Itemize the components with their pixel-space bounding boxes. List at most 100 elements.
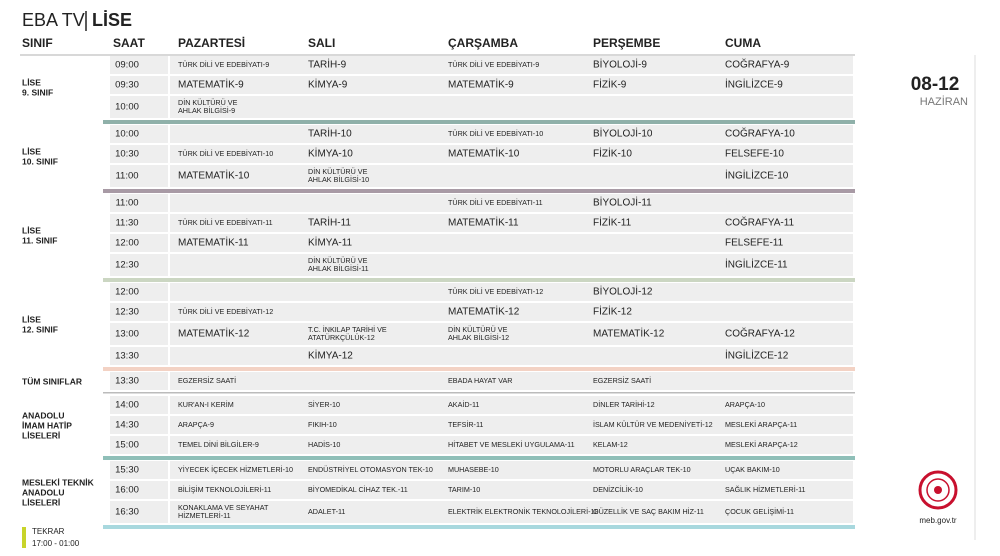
time-cell [110,372,168,390]
row-cell [170,125,853,143]
row-cell [170,76,853,94]
cell-text: TARİH-10 [308,127,352,140]
cell-text: FIKIH-10 [308,420,337,429]
cell-text: İNGİLİZCE-10 [725,169,789,182]
cell-text: ARAPÇA-9 [178,420,214,429]
cell-text: ÇOCUK GELİŞİMİ-11 [725,507,794,516]
time-cell [110,436,168,454]
group-label: MESLEKİ TEKNİK [22,477,95,487]
cell-text: COĞRAFYA-12 [725,327,795,340]
time-cell [110,283,168,301]
time-cell [110,501,168,523]
cell-text: FELSEFE-11 [725,238,784,249]
group-label: TÜM SINIFLAR [22,376,82,386]
cell-text: EGZERSİZ SAATİ [593,376,651,385]
time-cell [110,347,168,365]
group-label: LİSE [22,314,41,324]
cell-text: BİYOLOJİ-9 [593,58,647,71]
time: 11:00 [115,198,138,209]
time-cell [110,323,168,345]
row-cell [170,416,853,434]
row-cell [170,436,853,454]
cell-text: MATEMATİK-9 [178,78,244,91]
cell-text: TÜRK DİLİ VE EDEBİYATI-12 [448,287,543,296]
time: 13:00 [115,329,139,340]
subtitle: LİSE [92,10,132,30]
time: 10:30 [115,149,139,160]
time-cell [110,416,168,434]
cell-text: MATEMATİK-11 [178,236,249,249]
row-cell [170,234,853,252]
group-label: 11. SINIF [22,235,57,245]
time-cell [110,481,168,499]
cell-text: KELAM-12 [593,440,628,449]
time: 09:30 [115,80,139,91]
row-cell [170,145,853,163]
cell-text: İNGİLİZCE-11 [725,258,788,271]
column-header: SAAT [113,36,145,50]
cell-text: AHLAK BİLGİSİ-12 [448,333,509,342]
cell-text: ATATÜRKÇÜLÜK-12 [308,333,375,342]
cell-text: İNGİLİZCE-9 [725,78,783,91]
repeat-time: 17:00 - 01:00 [32,539,80,548]
group-separator [103,367,855,371]
cell-text: ENDÜSTRİYEL OTOMASYON TEK-10 [308,465,433,474]
cell-text: BİYOLOJİ-11 [593,196,652,209]
time: 13:30 [115,351,139,362]
cell-text: ELEKTRİK ELEKTRONİK TEKNOLOJİLERİ-10 [448,507,598,516]
title: EBA TV [22,10,85,30]
time: 13:30 [115,376,139,387]
time: 12:00 [115,238,139,249]
cell-text: EBADA HAYAT VAR [448,376,512,385]
time-cell [110,303,168,321]
row-cell [170,56,853,74]
row-cell [170,461,853,479]
cell-text: TARİH-11 [308,216,351,229]
group-separator [103,278,855,282]
cell-text: DİN KÜLTÜRÜ VE [308,167,368,176]
row-cell [170,481,853,499]
cell-text: TARİH-9 [308,58,347,71]
time: 12:30 [115,307,139,318]
cell-text: MATEMATİK-12 [178,327,250,340]
cell-text: MESLEKİ ARAPÇA-11 [725,420,797,429]
time: 14:30 [115,420,139,431]
time: 10:00 [115,129,139,140]
cell-text: TÜRK DİLİ VE EDEBİYATI-11 [178,218,273,227]
cell-text: MOTORLU ARAÇLAR TEK-10 [593,465,691,474]
cell-text: MATEMATİK-10 [178,169,250,182]
cell-text: DENİZCİLİK-10 [593,485,643,494]
time-cell [110,214,168,232]
group-label: İMAM HATİP [22,420,72,430]
time: 10:00 [115,102,139,113]
column-header: ÇARŞAMBA [448,36,518,50]
cell-text: AKAİD-11 [448,400,479,409]
cell-text: ARAPÇA-10 [725,400,765,409]
cell-text: COĞRAFYA-9 [725,58,790,71]
group-label: ANADOLU [22,487,65,497]
group-label: LİSELERİ [22,497,60,507]
row-cell [170,323,853,345]
cell-text: FELSEFE-10 [725,149,784,160]
row-cell [170,96,853,118]
group-label: LİSELERİ [22,430,60,440]
time: 09:00 [115,60,139,71]
cell-text: TÜRK DİLİ VE EDEBİYATI-9 [178,60,269,69]
column-header: PERŞEMBE [593,36,660,50]
repeat-marker [22,527,26,548]
row-cell [170,214,853,232]
time: 11:00 [115,171,138,182]
cell-text: KİMYA-11 [308,236,353,249]
column-header: SALI [308,36,335,50]
time-cell [110,96,168,118]
date-range: 08-12 [911,74,960,95]
group-separator [103,456,855,460]
time: 16:00 [115,485,139,496]
cell-text: KİMYA-10 [308,147,353,160]
cell-text: KUR'AN-I KERİM [178,400,234,409]
cell-text: DİN KÜLTÜRÜ VE [448,325,508,334]
cell-text: DİN KÜLTÜRÜ VE [308,256,368,265]
time: 14:00 [115,400,139,411]
cell-text: TÜRK DİLİ VE EDEBİYATI-10 [178,149,273,158]
cell-text: BİYOMEDİKAL CİHAZ TEK.-11 [308,485,408,494]
